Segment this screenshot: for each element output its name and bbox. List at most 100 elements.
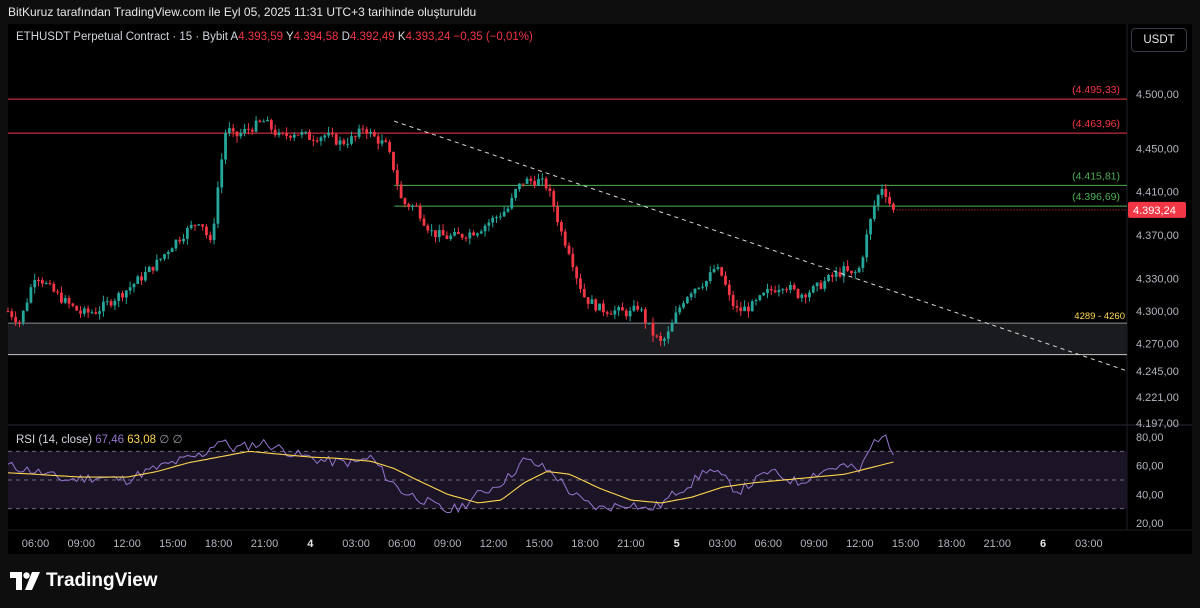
candle-body [388,142,392,152]
candle-body [647,322,651,324]
candle-body [834,272,838,277]
candle-body [830,275,834,277]
candle-body [582,288,586,298]
price-tick-label: 4.500,00 [1136,89,1179,101]
candle-body [121,293,124,298]
candle-body [216,187,220,224]
candle-body [769,288,773,291]
level-label-1: (4.463,96) [1072,118,1120,130]
time-tick-label: 21:00 [617,538,645,550]
candle-body [884,188,888,197]
time-tick-label: 03:00 [1075,538,1103,550]
candle-body [808,292,811,298]
candle-body [621,307,624,311]
candle-body [159,258,163,260]
candle-body [277,132,281,136]
candle-body [502,211,506,217]
candle-body [14,317,18,323]
candle-body [659,335,663,341]
time-tick-label: 06:00 [22,538,50,550]
candle-body [506,208,510,212]
rsi-legend: RSI (14, close) 67,46 63,08 ∅ ∅ [16,432,183,446]
candle-body [559,222,563,232]
candle-body [334,134,338,145]
time-tick-label: 12:00 [480,538,508,550]
candle-body [670,323,674,332]
candle-body [132,283,136,288]
candle-body [487,222,491,226]
candle-body [289,135,292,138]
candle-body [296,134,300,136]
price-tick-label: 4.330,00 [1136,274,1179,286]
candle-body [357,128,361,137]
rsi-tick-label: 20,00 [1136,518,1164,530]
candle-body [86,308,90,313]
candle-body [380,140,384,144]
symbol-legend: ETHUSDT Perpetual Contract · 15 · Bybit … [16,31,533,43]
brand-name: TradingView [46,570,158,591]
candle-body [414,205,418,207]
candle-body [663,338,666,341]
candle-body [750,301,754,312]
candle-body [285,133,289,136]
candle-body [82,308,86,314]
candle-body [395,170,399,185]
candle-body [18,322,21,324]
candle-body [399,184,403,199]
candle-body [369,132,372,134]
time-tick-label: 03:00 [709,538,737,550]
candle-body [666,331,670,339]
candle-body [632,305,636,311]
candle-body [739,307,743,312]
candle-body [827,275,830,282]
candle-body [266,119,269,122]
candle-body [460,234,464,238]
candle-body [372,132,376,137]
candle-body [540,178,544,180]
rsi-tick-label: 80,00 [1136,432,1164,444]
candle-body [586,297,590,304]
candle-body [892,203,895,210]
candle-body [338,140,342,145]
candle-body [434,230,437,238]
candle-body [456,231,460,235]
candle-body [869,218,872,235]
candle-body [758,295,762,301]
candle-body [10,311,14,318]
candle-body [773,290,777,293]
candle-body [464,237,468,239]
candle-body [365,129,369,134]
candle-body [716,267,720,270]
candle-body [52,283,56,292]
candle-body [792,284,796,290]
rsi-empty-glyph-2: ∅ [172,434,183,446]
candle-body [21,310,25,323]
currency-button[interactable]: USDT [1131,28,1187,52]
time-tick-label: 12:00 [846,538,874,550]
candle-body [537,178,540,186]
candle-body [498,216,502,218]
candle-body [605,312,609,314]
candle-body [205,226,208,235]
candle-body [117,293,121,301]
support-zone-label: 4289 - 4260 [1074,311,1125,322]
candle-body [155,259,159,271]
candle-body [823,281,827,289]
price-tick-label: 4.450,00 [1136,143,1179,155]
candle-body [227,128,231,133]
candle-body [888,196,892,204]
candle-body [510,197,514,209]
candle-body [124,290,128,298]
time-tick-label: 03:00 [342,538,370,550]
candle-body [754,300,758,302]
candle-body [147,266,151,273]
chart-credit: BitKuruz tarafından TradingView.com ile … [8,5,477,19]
candle-body [346,143,350,145]
candle-body [113,300,117,306]
candle-body [533,180,537,186]
tradingview-logo[interactable]: TradingView [10,570,158,592]
candle-body [151,266,155,271]
candle-body [304,131,308,133]
candle-body [567,245,571,254]
